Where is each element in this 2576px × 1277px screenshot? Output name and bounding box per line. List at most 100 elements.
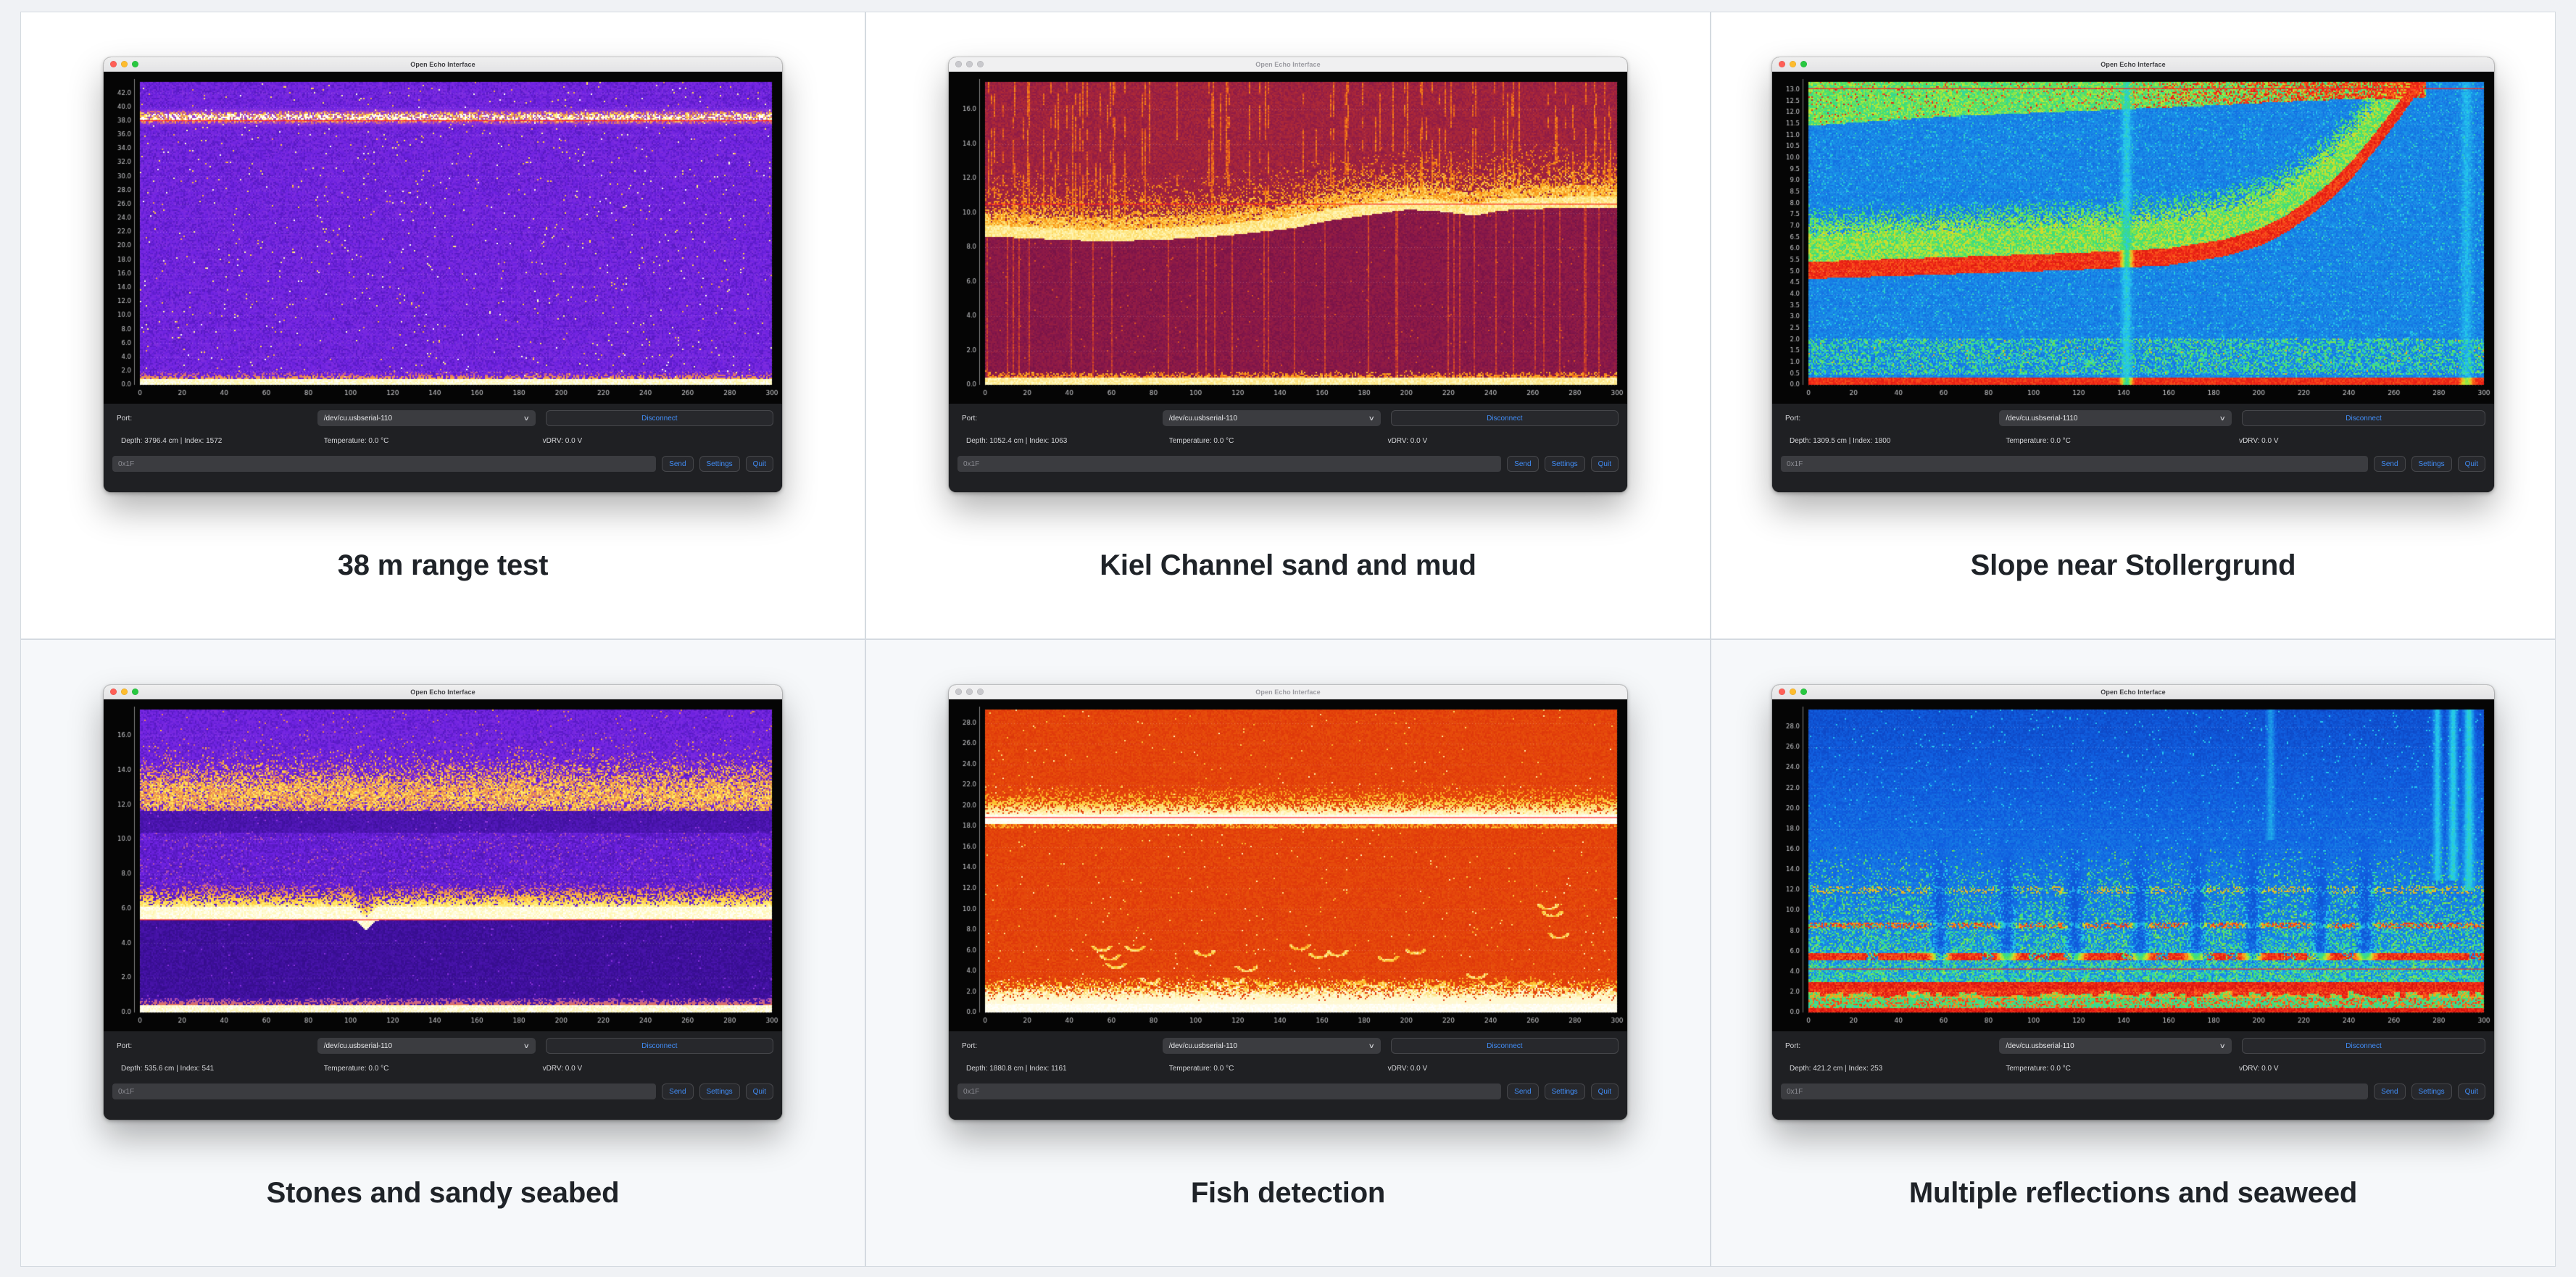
gallery-cell: Open Echo Interface Port: /dev/cu.usbser… bbox=[1711, 640, 2555, 1266]
port-value: /dev/cu.usbserial-110 bbox=[323, 414, 393, 423]
disconnect-button[interactable]: Disconnect bbox=[1390, 410, 1619, 426]
app-window: Open Echo Interface Port: /dev/cu.usbser… bbox=[1771, 57, 2495, 493]
echogram-plot bbox=[104, 72, 782, 404]
settings-button[interactable]: Settings bbox=[1544, 456, 1585, 472]
command-input[interactable] bbox=[957, 456, 1502, 472]
caption: Stones and sandy seabed bbox=[266, 1176, 620, 1209]
minimize-window-icon[interactable] bbox=[966, 689, 973, 695]
window-title: Open Echo Interface bbox=[410, 60, 475, 68]
command-input[interactable] bbox=[112, 1083, 657, 1099]
send-button[interactable]: Send bbox=[2374, 456, 2406, 472]
app-window: Open Echo Interface Port: /dev/cu.usbser… bbox=[103, 684, 783, 1120]
command-input[interactable] bbox=[1781, 456, 2369, 472]
window-title: Open Echo Interface bbox=[2101, 688, 2166, 696]
app-window: Open Echo Interface Port: /dev/cu.usbser… bbox=[1771, 684, 2495, 1120]
port-select[interactable]: /dev/cu.usbserial-1110 ∨ bbox=[1999, 410, 2232, 426]
app-window: Open Echo Interface Port: /dev/cu.usbser… bbox=[103, 57, 783, 493]
disconnect-button[interactable]: Disconnect bbox=[545, 1038, 773, 1054]
zoom-window-icon[interactable] bbox=[132, 61, 138, 67]
chevron-down-icon: ∨ bbox=[1368, 1041, 1375, 1049]
close-window-icon[interactable] bbox=[955, 689, 962, 695]
traffic-lights bbox=[1779, 57, 1807, 71]
traffic-lights bbox=[955, 685, 984, 699]
echogram-plot bbox=[1772, 72, 2494, 404]
send-button[interactable]: Send bbox=[2374, 1083, 2406, 1099]
vdrv-readout: vDRV: 0.0 V bbox=[542, 437, 583, 445]
control-bar: Port: /dev/cu.usbserial-110 ∨ Disconnect… bbox=[104, 1031, 782, 1120]
disconnect-button[interactable]: Disconnect bbox=[2242, 410, 2485, 426]
command-input[interactable] bbox=[112, 456, 657, 472]
zoom-window-icon[interactable] bbox=[977, 61, 984, 67]
window-titlebar: Open Echo Interface bbox=[949, 685, 1627, 699]
send-button[interactable]: Send bbox=[1507, 1083, 1539, 1099]
vdrv-readout: vDRV: 0.0 V bbox=[1387, 437, 1428, 445]
minimize-window-icon[interactable] bbox=[121, 689, 128, 695]
traffic-lights bbox=[110, 57, 138, 71]
depth-readout: Depth: 1052.4 cm | Index: 1063 bbox=[966, 437, 1068, 445]
zoom-window-icon[interactable] bbox=[1800, 689, 1807, 695]
close-window-icon[interactable] bbox=[110, 689, 117, 695]
zoom-window-icon[interactable] bbox=[977, 689, 984, 695]
vdrv-readout: vDRV: 0.0 V bbox=[2239, 437, 2279, 445]
quit-button[interactable]: Quit bbox=[2457, 456, 2485, 472]
echogram-plot bbox=[949, 72, 1627, 404]
quit-button[interactable]: Quit bbox=[1590, 1083, 1619, 1099]
caption: Slope near Stollergrund bbox=[1970, 549, 2296, 581]
command-input[interactable] bbox=[957, 1083, 1502, 1099]
depth-readout: Depth: 1880.8 cm | Index: 1161 bbox=[966, 1065, 1067, 1073]
zoom-window-icon[interactable] bbox=[132, 689, 138, 695]
settings-button[interactable]: Settings bbox=[699, 456, 740, 472]
close-window-icon[interactable] bbox=[955, 61, 962, 67]
command-input[interactable] bbox=[1781, 1083, 2369, 1099]
vdrv-readout: vDRV: 0.0 V bbox=[2239, 1065, 2279, 1073]
quit-button[interactable]: Quit bbox=[2457, 1083, 2485, 1099]
minimize-window-icon[interactable] bbox=[966, 61, 973, 67]
control-bar: Port: /dev/cu.usbserial-110 ∨ Disconnect… bbox=[949, 1031, 1627, 1120]
quit-button[interactable]: Quit bbox=[745, 1083, 773, 1099]
port-select[interactable]: /dev/cu.usbserial-110 ∨ bbox=[317, 410, 536, 426]
minimize-window-icon[interactable] bbox=[121, 61, 128, 67]
port-select[interactable]: /dev/cu.usbserial-110 ∨ bbox=[1999, 1038, 2232, 1054]
settings-button[interactable]: Settings bbox=[699, 1083, 740, 1099]
control-bar: Port: /dev/cu.usbserial-110 ∨ Disconnect… bbox=[104, 404, 782, 492]
port-select[interactable]: /dev/cu.usbserial-110 ∨ bbox=[1162, 1038, 1381, 1054]
port-label: Port: bbox=[117, 1041, 133, 1050]
quit-button[interactable]: Quit bbox=[745, 456, 773, 472]
window-titlebar: Open Echo Interface bbox=[104, 57, 782, 72]
close-window-icon[interactable] bbox=[110, 61, 117, 67]
port-select[interactable]: /dev/cu.usbserial-110 ∨ bbox=[1162, 410, 1381, 426]
chevron-down-icon: ∨ bbox=[2219, 1041, 2227, 1049]
disconnect-button[interactable]: Disconnect bbox=[2242, 1038, 2485, 1054]
close-window-icon[interactable] bbox=[1779, 689, 1785, 695]
port-label: Port: bbox=[1785, 414, 1801, 423]
temperature-readout: Temperature: 0.0 °C bbox=[1168, 437, 1234, 445]
depth-readout: Depth: 3796.4 cm | Index: 1572 bbox=[121, 437, 223, 445]
chevron-down-icon: ∨ bbox=[523, 414, 530, 422]
close-window-icon[interactable] bbox=[1779, 61, 1785, 67]
disconnect-button[interactable]: Disconnect bbox=[545, 410, 773, 426]
port-value: /dev/cu.usbserial-1110 bbox=[2006, 414, 2078, 423]
settings-button[interactable]: Settings bbox=[1544, 1083, 1585, 1099]
settings-button[interactable]: Settings bbox=[2411, 456, 2452, 472]
caption: Multiple reflections and seaweed bbox=[1908, 1176, 2358, 1209]
send-button[interactable]: Send bbox=[1507, 456, 1539, 472]
port-select[interactable]: /dev/cu.usbserial-110 ∨ bbox=[317, 1038, 536, 1054]
echogram-plot bbox=[949, 699, 1627, 1031]
window-titlebar: Open Echo Interface bbox=[104, 685, 782, 699]
control-bar: Port: /dev/cu.usbserial-1110 ∨ Disconnec… bbox=[1772, 404, 2494, 492]
port-value: /dev/cu.usbserial-110 bbox=[1168, 1041, 1238, 1050]
zoom-window-icon[interactable] bbox=[1800, 61, 1807, 67]
minimize-window-icon[interactable] bbox=[1790, 689, 1796, 695]
vdrv-readout: vDRV: 0.0 V bbox=[1387, 1065, 1428, 1073]
quit-button[interactable]: Quit bbox=[1590, 456, 1619, 472]
port-label: Port: bbox=[962, 414, 978, 423]
send-button[interactable]: Send bbox=[662, 1083, 694, 1099]
settings-button[interactable]: Settings bbox=[2411, 1083, 2452, 1099]
app-window: Open Echo Interface Port: /dev/cu.usbser… bbox=[948, 57, 1628, 493]
send-button[interactable]: Send bbox=[662, 456, 694, 472]
caption: Fish detection bbox=[1190, 1176, 1386, 1209]
minimize-window-icon[interactable] bbox=[1790, 61, 1796, 67]
disconnect-button[interactable]: Disconnect bbox=[1390, 1038, 1619, 1054]
app-window: Open Echo Interface Port: /dev/cu.usbser… bbox=[948, 684, 1628, 1120]
depth-readout: Depth: 421.2 cm | Index: 253 bbox=[1790, 1065, 1883, 1073]
